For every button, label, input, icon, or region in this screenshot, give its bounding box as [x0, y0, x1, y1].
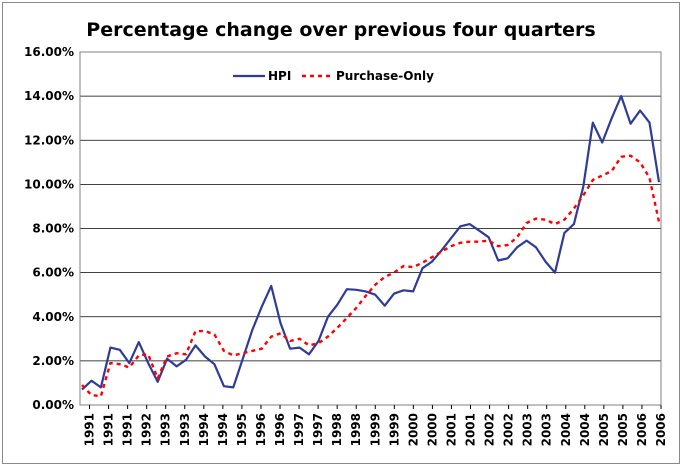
x-tick-label: 1994	[197, 413, 211, 446]
x-tick-label: 1991	[102, 413, 116, 446]
y-tick-label: 10.00%	[24, 177, 74, 191]
x-tick-label: 1992	[140, 413, 154, 446]
legend-label-hpi: HPI	[268, 69, 291, 83]
x-tick-label: 2005	[597, 413, 611, 446]
y-tick-label: 2.00%	[32, 354, 74, 368]
x-tick-label: 1996	[273, 413, 287, 446]
x-tick-label: 2004	[559, 413, 573, 446]
plot-area	[79, 51, 662, 406]
chart-frame	[2, 2, 680, 464]
legend: HPI Purchase-Only	[233, 69, 434, 83]
x-tick-label: 2005	[616, 413, 630, 446]
x-tick-label: 1997	[311, 413, 325, 446]
y-axis: 0.00% 2.00% 4.00% 6.00% 8.00% 10.00% 12.00% 14.…	[24, 45, 74, 412]
x-tick-label: 2002	[502, 413, 516, 446]
x-tick-label: 2003	[521, 413, 535, 446]
x-tick-label: 1996	[254, 413, 268, 446]
legend-label-purchase-only: Purchase-Only	[336, 69, 434, 83]
x-tick-label: 1998	[330, 413, 344, 446]
x-tick-label: 1998	[349, 413, 363, 446]
x-tick-label: 2000	[406, 413, 420, 446]
x-tick-label: 2006	[654, 413, 668, 446]
x-tick-label: 1991	[83, 413, 97, 446]
y-tick-label: 4.00%	[32, 310, 74, 324]
x-tick-label: 1997	[292, 413, 306, 446]
y-tick-label: 8.00%	[32, 222, 74, 236]
series-line-purchase-only	[81, 154, 661, 398]
x-tick-label: 1999	[387, 413, 401, 446]
gridlines	[80, 51, 661, 406]
x-tick-label: 1999	[368, 413, 382, 446]
chart-title: Percentage change over previous four qua…	[86, 19, 595, 41]
x-tick-label: 2002	[483, 413, 497, 446]
y-tick-label: 6.00%	[32, 266, 74, 280]
y-tick-label: 14.00%	[24, 89, 74, 103]
x-tick-label: 1995	[235, 413, 249, 446]
x-tick-label: 2003	[540, 413, 554, 446]
x-tick-label: 1994	[216, 413, 230, 446]
x-tick-label: 2000	[425, 413, 439, 446]
x-tick-label: 2001	[444, 413, 458, 446]
x-axis: 1991 1991 1991 1992 1993 1993 1994 1994 1995 1996…	[83, 405, 668, 446]
x-tick-label: 1993	[178, 413, 192, 446]
y-tick-label: 16.00%	[24, 45, 74, 59]
series-lines	[81, 94, 661, 398]
x-tick-label: 1993	[159, 413, 173, 446]
x-tick-label: 2006	[635, 413, 649, 446]
y-tick-label: 0.00%	[32, 398, 74, 412]
y-tick-label: 12.00%	[24, 133, 74, 147]
series-line-hpi	[81, 94, 661, 391]
x-tick-label: 2001	[464, 413, 478, 446]
x-tick-label: 1991	[121, 413, 135, 446]
plot-border	[79, 51, 662, 406]
x-tick-label: 2004	[578, 413, 592, 446]
